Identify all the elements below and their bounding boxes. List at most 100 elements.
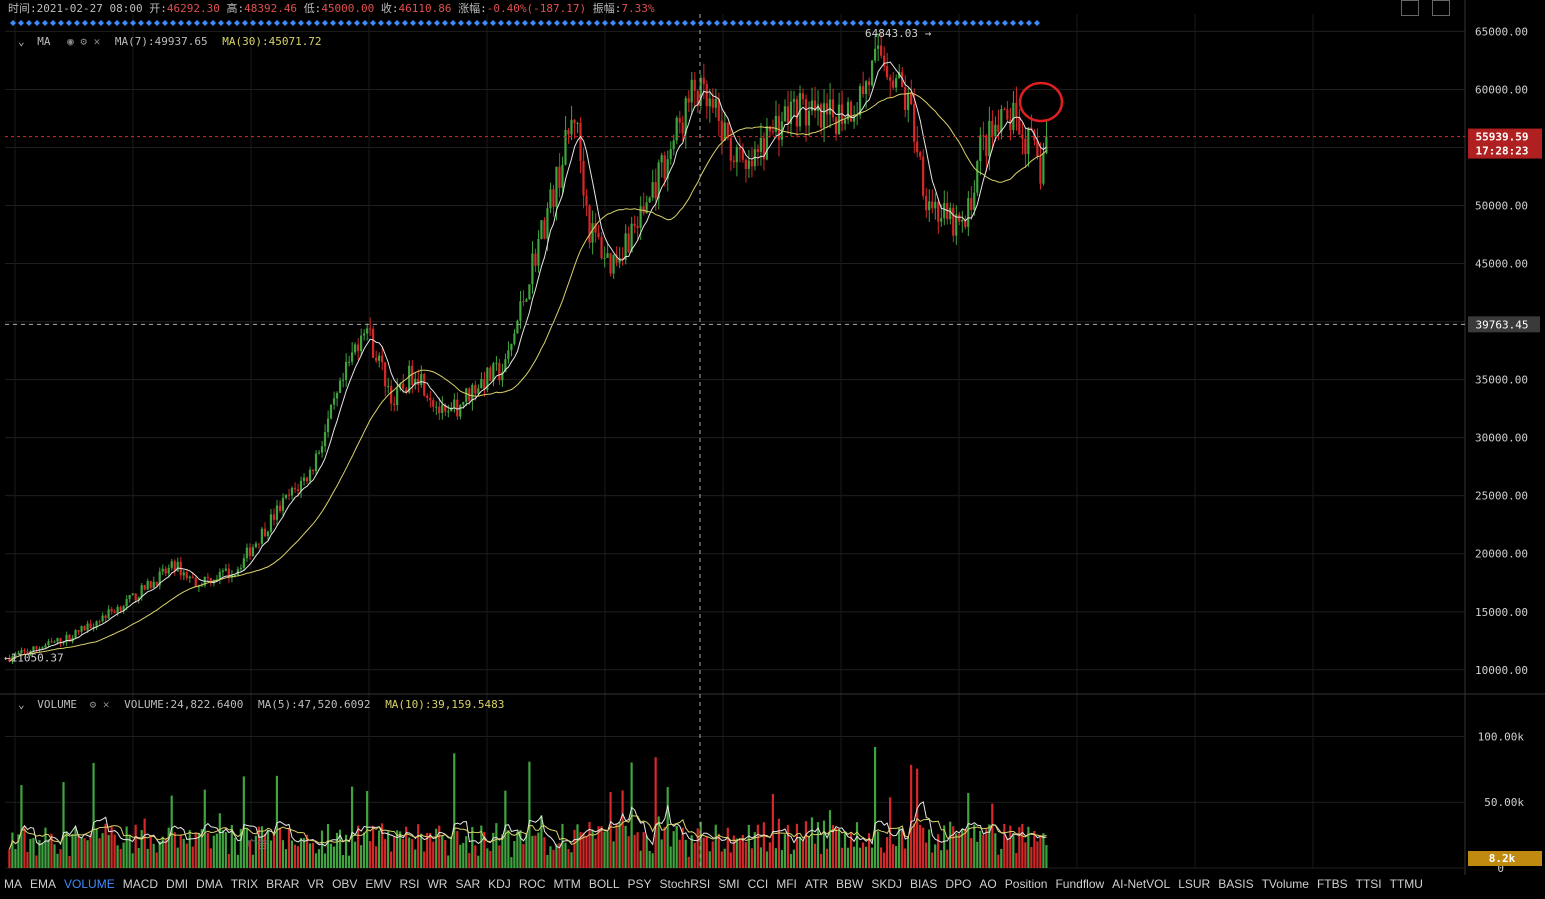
tab-trix[interactable]: TRIX bbox=[230, 877, 259, 891]
event-marker[interactable] bbox=[826, 20, 832, 26]
eye-icon[interactable]: ◉ bbox=[67, 35, 74, 48]
event-marker[interactable] bbox=[914, 20, 920, 26]
event-marker[interactable] bbox=[426, 20, 432, 26]
event-marker[interactable] bbox=[978, 20, 984, 26]
event-marker[interactable] bbox=[906, 20, 912, 26]
event-marker[interactable] bbox=[362, 20, 368, 26]
tab-rsi[interactable]: RSI bbox=[399, 877, 420, 891]
event-marker[interactable] bbox=[210, 20, 216, 26]
tab-skdj[interactable]: SKDJ bbox=[871, 877, 903, 891]
event-marker[interactable] bbox=[882, 20, 888, 26]
event-marker[interactable] bbox=[122, 20, 128, 26]
event-marker[interactable] bbox=[90, 20, 96, 26]
event-marker[interactable] bbox=[586, 20, 592, 26]
tab-psy[interactable]: PSY bbox=[627, 877, 652, 891]
event-marker[interactable] bbox=[650, 20, 656, 26]
tab-dmi[interactable]: DMI bbox=[166, 877, 189, 891]
tab-volume[interactable]: VOLUME bbox=[64, 877, 115, 891]
event-marker[interactable] bbox=[986, 20, 992, 26]
event-marker[interactable] bbox=[474, 20, 480, 26]
event-marker[interactable] bbox=[298, 20, 304, 26]
event-marker[interactable] bbox=[618, 20, 624, 26]
event-marker[interactable] bbox=[442, 20, 448, 26]
event-marker[interactable] bbox=[466, 20, 472, 26]
event-marker[interactable] bbox=[634, 20, 640, 26]
event-marker[interactable] bbox=[594, 20, 600, 26]
tab-wr[interactable]: WR bbox=[427, 877, 448, 891]
event-marker[interactable] bbox=[314, 20, 320, 26]
event-marker[interactable] bbox=[434, 20, 440, 26]
event-marker[interactable] bbox=[18, 20, 24, 26]
event-marker[interactable] bbox=[530, 20, 536, 26]
event-marker[interactable] bbox=[938, 20, 944, 26]
event-marker[interactable] bbox=[66, 20, 72, 26]
event-marker[interactable] bbox=[962, 20, 968, 26]
event-marker[interactable] bbox=[714, 20, 720, 26]
tab-mfi[interactable]: MFI bbox=[776, 877, 797, 891]
event-marker[interactable] bbox=[706, 20, 712, 26]
event-marker[interactable] bbox=[866, 20, 872, 26]
tab-ftbs[interactable]: FTBS bbox=[1316, 877, 1348, 891]
event-marker[interactable] bbox=[154, 20, 160, 26]
event-marker[interactable] bbox=[690, 20, 696, 26]
event-marker[interactable] bbox=[738, 20, 744, 26]
event-marker[interactable] bbox=[234, 20, 240, 26]
event-marker[interactable] bbox=[834, 20, 840, 26]
tab-smi[interactable]: SMI bbox=[718, 877, 740, 891]
tab-ttmu[interactable]: TTMU bbox=[1389, 877, 1423, 891]
tab-dma[interactable]: DMA bbox=[196, 877, 223, 891]
event-marker[interactable] bbox=[306, 20, 312, 26]
event-marker[interactable] bbox=[266, 20, 272, 26]
event-marker[interactable] bbox=[602, 20, 608, 26]
event-marker[interactable] bbox=[578, 20, 584, 26]
fullscreen-icon[interactable] bbox=[1432, 0, 1450, 16]
tab-boll[interactable]: BOLL bbox=[588, 877, 620, 891]
event-marker[interactable] bbox=[330, 20, 336, 26]
event-marker[interactable] bbox=[890, 20, 896, 26]
event-marker[interactable] bbox=[698, 20, 704, 26]
event-marker[interactable] bbox=[202, 20, 208, 26]
event-marker[interactable] bbox=[850, 20, 856, 26]
tab-roc[interactable]: ROC bbox=[518, 877, 546, 891]
collapse-icon[interactable]: ⌄ bbox=[18, 698, 25, 711]
event-marker[interactable] bbox=[26, 20, 32, 26]
event-marker[interactable] bbox=[194, 20, 200, 26]
event-marker[interactable] bbox=[730, 20, 736, 26]
event-marker[interactable] bbox=[546, 20, 552, 26]
event-marker[interactable] bbox=[842, 20, 848, 26]
event-marker[interactable] bbox=[346, 20, 352, 26]
event-marker[interactable] bbox=[338, 20, 344, 26]
event-marker[interactable] bbox=[538, 20, 544, 26]
event-marker[interactable] bbox=[282, 20, 288, 26]
tab-ma[interactable]: MA bbox=[4, 877, 22, 891]
event-marker[interactable] bbox=[386, 20, 392, 26]
event-marker[interactable] bbox=[610, 20, 616, 26]
tab-sar[interactable]: SAR bbox=[455, 877, 481, 891]
tab-stochrsi[interactable]: StochRSI bbox=[659, 877, 711, 891]
event-marker[interactable] bbox=[794, 20, 800, 26]
event-marker[interactable] bbox=[778, 20, 784, 26]
event-marker[interactable] bbox=[10, 20, 16, 26]
tab-ema[interactable]: EMA bbox=[30, 877, 57, 891]
event-marker[interactable] bbox=[418, 20, 424, 26]
event-marker[interactable] bbox=[802, 20, 808, 26]
event-marker[interactable] bbox=[810, 20, 816, 26]
tab-ttsi[interactable]: TTSI bbox=[1355, 877, 1382, 891]
event-marker[interactable] bbox=[242, 20, 248, 26]
event-marker[interactable] bbox=[1026, 20, 1032, 26]
event-marker[interactable] bbox=[522, 20, 528, 26]
tab-kdj[interactable]: KDJ bbox=[488, 877, 511, 891]
event-marker[interactable] bbox=[186, 20, 192, 26]
event-marker[interactable] bbox=[178, 20, 184, 26]
tab-lsur[interactable]: LSUR bbox=[1178, 877, 1211, 891]
event-marker[interactable] bbox=[626, 20, 632, 26]
tab-cci[interactable]: CCI bbox=[747, 877, 769, 891]
event-marker[interactable] bbox=[322, 20, 328, 26]
tab-ao[interactable]: AO bbox=[979, 877, 997, 891]
event-marker[interactable] bbox=[34, 20, 40, 26]
collapse-icon[interactable]: ⌄ bbox=[18, 35, 25, 48]
tab-basis[interactable]: BASIS bbox=[1218, 877, 1254, 891]
event-marker[interactable] bbox=[378, 20, 384, 26]
tab-brar[interactable]: BRAR bbox=[266, 877, 300, 891]
event-marker[interactable] bbox=[74, 20, 80, 26]
